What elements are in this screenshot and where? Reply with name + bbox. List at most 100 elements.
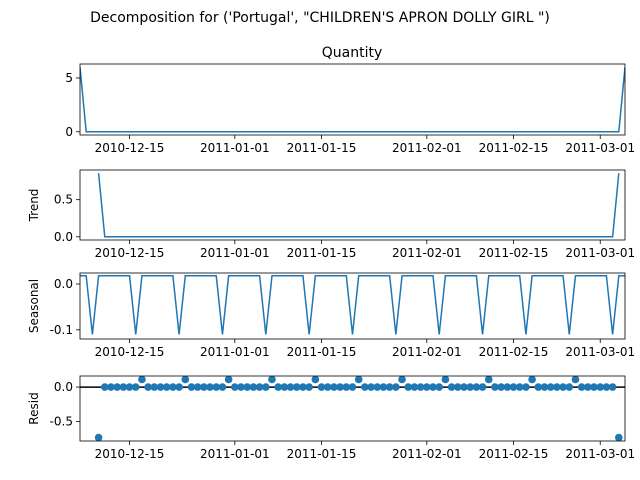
resid-point (441, 376, 450, 384)
resid-point (311, 376, 320, 384)
x-tick-label: 2011-02-01 (392, 447, 462, 461)
panel-4: 0.0 -0.5 2010-12-15 2011-01-01 2011-01-15 201… (27, 375, 635, 461)
resid-point (453, 383, 462, 391)
resid-point (156, 383, 165, 391)
resid-point (546, 383, 555, 391)
x-tick-label: 2011-03-01 (565, 141, 635, 155)
resid-point (503, 383, 512, 391)
resid-point (416, 383, 425, 391)
resid-point (237, 383, 245, 391)
y-tick-label: 0.0 (54, 380, 73, 394)
resid-point (466, 383, 474, 391)
y-tick-label: 0.0 (54, 230, 73, 244)
resid-point (590, 383, 598, 391)
resid-point (113, 383, 121, 391)
resid-point (187, 383, 196, 391)
resid-point (94, 433, 103, 441)
resid-point (565, 383, 574, 391)
y-tick-label: 0.0 (54, 277, 73, 291)
trend-axis-label: Trend (27, 189, 41, 223)
panel-1: 0 5 2010-12-15 2011-01-01 2011-01-15 2011-02-… (65, 63, 635, 155)
x-tick-label: 2010-12-15 (95, 345, 165, 359)
resid-point (354, 376, 363, 384)
resid-point (528, 376, 536, 384)
resid-point (460, 383, 468, 391)
resid-point (218, 383, 227, 391)
panel-2: 0.0 0.5 2010-12-15 2011-01-01 2011-01-15 2011… (27, 169, 635, 260)
x-tick-label: 2011-02-01 (392, 345, 462, 359)
resid-point (602, 383, 611, 391)
y-tick-label: 5 (65, 71, 73, 85)
axes-frame (79, 169, 626, 241)
x-tick-label: 2011-02-01 (392, 141, 462, 155)
resid-point (515, 383, 524, 391)
resid-point (410, 383, 419, 391)
resid-point (348, 383, 357, 391)
resid-point (361, 383, 369, 391)
resid-point (584, 383, 592, 391)
axes-frame (79, 63, 626, 136)
trend-series-line (97, 173, 620, 238)
resid-point (286, 383, 295, 391)
resid-point (367, 383, 375, 391)
resid-point (571, 376, 580, 384)
resid-point (243, 383, 252, 391)
resid-point (379, 383, 388, 391)
x-tick-label: 2011-01-15 (287, 141, 357, 155)
resid-point (540, 383, 549, 391)
plot-area (80, 67, 625, 133)
resid-point (231, 383, 239, 391)
resid-point (553, 383, 561, 391)
seasonal-series-line (80, 275, 625, 335)
plot-area (97, 173, 620, 238)
seasonal-axis-label: Seasonal (27, 279, 41, 333)
resid-point (274, 383, 282, 391)
axes-frame (79, 375, 626, 442)
resid-point (317, 383, 326, 391)
resid-point (491, 383, 499, 391)
resid-point (404, 383, 413, 391)
panel-3: 0.0 -0.1 2010-12-15 2011-01-01 2011-01-15 201… (27, 272, 635, 359)
x-tick-label: 2011-02-15 (479, 345, 549, 359)
resid-point (292, 383, 301, 391)
resid-point (175, 383, 183, 391)
quantity-panel-title: Quantity (322, 45, 383, 61)
resid-point (447, 383, 456, 391)
resid-point (299, 383, 307, 391)
x-tick-label: 2011-02-15 (479, 141, 549, 155)
resid-point (615, 433, 623, 441)
resid-point (509, 383, 518, 391)
resid-point (119, 383, 128, 391)
resid-point (268, 376, 276, 384)
quantity-series-line (80, 67, 625, 133)
y-tick-label: -0.1 (50, 323, 73, 337)
resid-point (429, 383, 437, 391)
plot-area (80, 275, 625, 335)
resid-point (373, 383, 382, 391)
x-tick-label: 2011-02-15 (479, 246, 549, 260)
resid-point (169, 383, 177, 391)
x-tick-label: 2011-03-01 (565, 447, 635, 461)
x-tick-label: 2011-01-15 (287, 345, 357, 359)
resid-point (398, 376, 406, 384)
x-tick-label: 2011-02-15 (479, 447, 549, 461)
resid-point (305, 383, 313, 391)
resid-point (131, 383, 140, 391)
resid-point (150, 383, 159, 391)
resid-point (472, 383, 481, 391)
x-tick-label: 2010-12-15 (95, 246, 165, 260)
resid-point (162, 383, 171, 391)
resid-point (125, 383, 134, 391)
x-tick-label: 2011-01-01 (200, 345, 270, 359)
axes-frame (79, 272, 626, 340)
resid-point (559, 383, 567, 391)
resid-point (193, 383, 202, 391)
x-tick-label: 2011-01-01 (200, 141, 270, 155)
resid-point (478, 383, 487, 391)
resid-point (577, 383, 586, 391)
resid-point (144, 383, 152, 391)
resid-point (484, 376, 493, 384)
x-tick-label: 2010-12-15 (95, 447, 165, 461)
resid-point (392, 383, 400, 391)
resid-point (385, 383, 394, 391)
